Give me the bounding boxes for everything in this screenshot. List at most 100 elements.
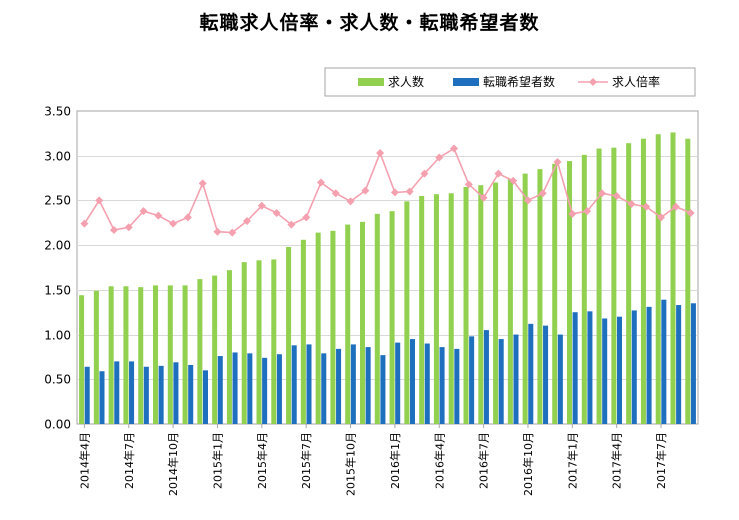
x-tick-label: 2016年1月 [388,432,402,489]
x-tick-label: 2014年4月 [77,432,91,489]
bar-job-seekers [513,334,519,424]
ratio-marker [597,189,606,198]
bar-job-openings [374,213,380,424]
y-tick-label: 3.00 [44,150,71,164]
x-tick-label: 2015年4月 [255,432,269,489]
bar-job-seekers [321,353,327,424]
bar-job-seekers [454,348,460,424]
bar-job-openings [152,285,159,424]
bar-job-openings [552,163,558,424]
ratio-marker [538,189,547,198]
bar-job-openings [197,279,203,424]
bar-job-openings [182,285,188,424]
bar-job-seekers [291,345,297,424]
ratio-marker [420,169,429,178]
ratio-marker [154,211,163,220]
ratio-marker [376,149,385,158]
x-tick-label: 2014年10月 [166,432,180,496]
bar-job-seekers [543,325,549,424]
ratio-marker [361,186,370,195]
bar-job-openings [345,224,351,424]
ratio-marker [494,169,503,178]
bar-job-openings [419,195,425,424]
ratio-marker [316,178,325,187]
ratio-marker [671,202,680,211]
ratio-marker [257,201,266,210]
ratio-marker [405,187,414,196]
ratio-marker [686,208,695,217]
y-tick-label: 1.50 [44,284,71,298]
ratio-marker [509,176,518,185]
ratio-marker [228,228,237,237]
x-tick-label: 2017年7月 [654,432,668,489]
bar-job-seekers [365,347,371,424]
ratio-marker [612,191,621,200]
bar-job-openings [670,132,676,424]
ratio-marker [346,197,355,206]
bar-job-seekers [616,316,623,424]
bar-job-seekers [483,330,489,424]
x-tick-label: 2016年4月 [432,432,446,489]
ratio-marker [124,223,133,232]
bar-job-seekers [158,365,164,424]
y-tick-label: 1.00 [44,329,71,343]
x-tick-label: 2016年7月 [477,432,491,489]
bar-job-seekers [528,323,534,424]
bar-job-seekers [232,352,238,424]
ratio-marker [302,213,311,222]
bar-job-openings [359,221,366,424]
bar-job-seekers [129,361,135,424]
bar-job-openings [167,285,173,424]
ratio-marker [479,193,488,202]
bar-job-openings [507,178,513,424]
bar-job-seekers [409,339,416,424]
ratio-marker [243,216,252,225]
y-tick-label: 3.50 [44,105,71,119]
bar-job-seekers [247,353,253,424]
ratio-marker [642,202,651,211]
plot-frame [76,110,699,425]
ratio-marker [523,196,532,205]
bar-job-openings [93,290,99,424]
bar-job-seekers [631,310,637,424]
bar-job-seekers [173,362,179,424]
ratio-marker [198,179,207,188]
bars-layer [79,132,696,425]
legend: 求人数 転職希望者数 求人倍率 [324,67,696,97]
x-tick-label: 2016年10月 [521,432,535,496]
bar-job-openings [493,182,499,424]
y-tick-label: 0.00 [44,418,71,432]
ratio-marker [169,219,178,228]
bar-job-seekers [602,318,608,424]
bar-job-openings [300,239,306,424]
ratio-marker [464,180,473,189]
grid-layer [76,110,699,425]
x-tick-label: 2017年1月 [565,432,579,489]
bar-job-seekers [202,370,209,424]
bar-job-openings [404,201,410,424]
bar-job-openings [271,259,277,424]
bar-job-seekers [99,371,105,424]
bar-job-seekers [424,343,430,424]
bar-job-openings [537,169,543,424]
ratio-marker [109,225,118,234]
bar-job-openings [581,154,587,424]
bar-job-seekers [572,312,578,424]
bar-job-openings [138,287,144,424]
ratio-marker [287,220,296,229]
x-tick-label: 2014年7月 [122,432,136,489]
bar-job-openings [522,173,528,424]
bar-job-openings [566,161,573,424]
ratio-marker [657,213,666,222]
bar-job-seekers [395,342,401,424]
legend-box [324,67,696,97]
ratio-marker [272,208,281,217]
ratio-marker [583,207,592,216]
ratio-marker [95,196,104,205]
bar-job-seekers [676,305,682,424]
line-layer [80,144,695,237]
ratio-marker [213,227,222,236]
y-tick-label: 0.50 [44,373,71,387]
x-tick-label: 2015年7月 [299,432,313,489]
